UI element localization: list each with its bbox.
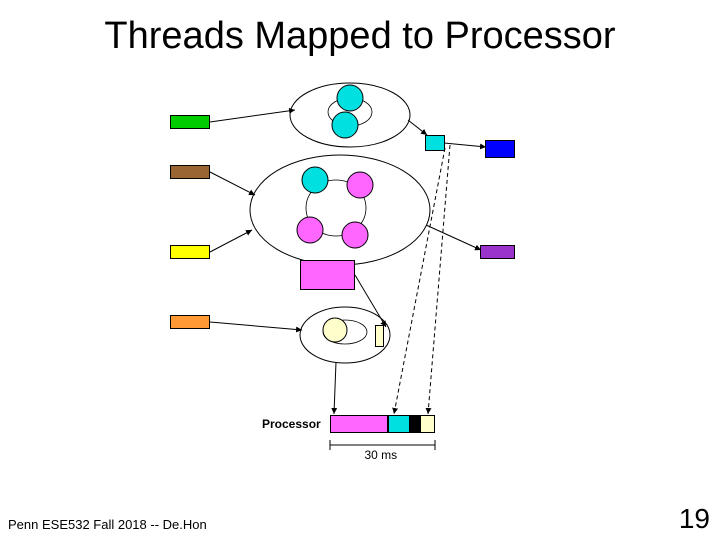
proc-segment-1	[388, 415, 410, 433]
arrow-7	[355, 275, 386, 327]
arrow-4	[408, 120, 427, 135]
footer-citation: Penn ESE532 Fall 2018 -- De.Hon	[8, 517, 207, 532]
mid-rect-2	[375, 325, 384, 347]
thread-node-5	[342, 222, 368, 248]
arrow-9	[394, 148, 445, 414]
input-rect-1	[170, 165, 210, 179]
proc-segment-0	[330, 415, 388, 433]
arrow-1	[210, 172, 255, 195]
input-rect-2	[170, 245, 210, 259]
thread-node-0	[337, 85, 363, 111]
arrow-2	[210, 230, 252, 252]
input-rect-0	[170, 115, 210, 129]
thread-node-2	[302, 167, 328, 193]
arrow-8	[334, 362, 336, 414]
thread-node-1	[332, 112, 358, 138]
arrow-3	[210, 322, 302, 330]
output-rect-1	[480, 245, 515, 259]
mid-rect-1	[300, 260, 355, 290]
output-rect-0	[485, 140, 515, 158]
thread-group-0	[290, 83, 410, 147]
slide-number: 19	[679, 503, 710, 535]
diagram-container: Processor 30 ms	[150, 80, 570, 460]
thread-node-3	[347, 172, 373, 198]
slide-title: Threads Mapped to Processor	[0, 15, 720, 58]
time-label: 30 ms	[365, 448, 398, 462]
thread-group-1	[250, 155, 430, 265]
arrow-0	[210, 110, 295, 122]
thread-node-6	[323, 318, 347, 342]
proc-segment-2	[410, 415, 420, 433]
proc-segment-3	[420, 415, 435, 433]
diagram-svg	[150, 80, 570, 460]
arrow-10	[428, 145, 450, 414]
thread-node-4	[297, 217, 323, 243]
arrow-6	[426, 225, 481, 250]
arrow-5	[444, 143, 486, 147]
processor-label: Processor	[262, 417, 321, 431]
input-rect-3	[170, 315, 210, 329]
mid-rect-0	[425, 135, 445, 151]
